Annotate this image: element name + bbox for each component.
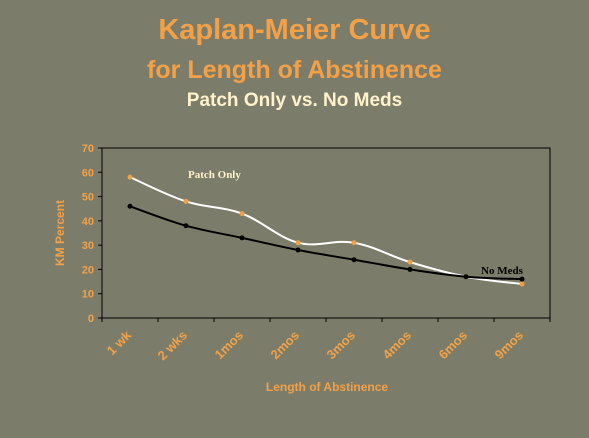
patch-only-annotation: Patch Only	[188, 169, 241, 181]
x-tick-label: 1 wk	[104, 327, 135, 358]
x-tick-label: 9mos	[491, 328, 526, 363]
y-tick-label: 60	[82, 167, 94, 179]
chart-comparison-label: Patch Only vs. No Meds	[186, 90, 403, 111]
data-point-no-meds	[351, 257, 357, 263]
plot-area	[101, 147, 551, 319]
x-tick-label: 1mos	[211, 328, 246, 363]
y-axis-ticks: 0 10 20 30 40 50 60 70	[82, 143, 102, 325]
y-tick-label: 50	[82, 192, 94, 204]
data-point-no-meds	[463, 274, 469, 280]
series-line-no-meds	[129, 205, 523, 281]
x-tick-label: 4mos	[379, 328, 414, 363]
data-point-patch-only	[239, 211, 245, 217]
x-tick-label: 3mos	[323, 328, 358, 363]
data-point-patch-only	[407, 259, 413, 265]
data-point-patch-only	[183, 198, 189, 204]
x-tick-label: 2 wks	[154, 328, 190, 364]
x-axis-label: Length of Abstinence	[266, 380, 389, 394]
series-layer	[127, 174, 525, 287]
data-point-no-meds	[239, 235, 245, 241]
y-tick-label: 40	[82, 216, 94, 228]
data-point-no-meds	[295, 247, 301, 253]
no-meds-annotation: No Meds	[481, 265, 524, 277]
chart-title: Kaplan-Meier Curve	[158, 14, 431, 46]
data-point-no-meds	[519, 276, 525, 282]
x-tick-label: 6mos	[435, 328, 470, 363]
data-point-no-meds	[127, 203, 133, 209]
x-axis-ticks: 1 wk 2 wks 1mos 2mos 3mos 4mos 6mos 9mos	[101, 318, 551, 364]
data-point-no-meds	[407, 266, 413, 272]
data-point-no-meds	[183, 223, 189, 229]
y-axis-label: KM Percent	[53, 200, 67, 266]
x-tick-label: 2mos	[267, 328, 302, 363]
data-point-patch-only	[351, 240, 357, 246]
y-tick-label: 70	[82, 143, 94, 155]
y-tick-label: 30	[82, 240, 94, 252]
data-point-patch-only	[519, 281, 525, 287]
y-tick-label: 0	[88, 313, 94, 325]
data-point-patch-only	[295, 240, 301, 246]
chart-subtitle: for Length of Abstinence	[147, 56, 442, 84]
y-tick-label: 10	[82, 289, 94, 301]
data-point-patch-only	[127, 174, 133, 180]
y-tick-label: 20	[82, 264, 94, 276]
